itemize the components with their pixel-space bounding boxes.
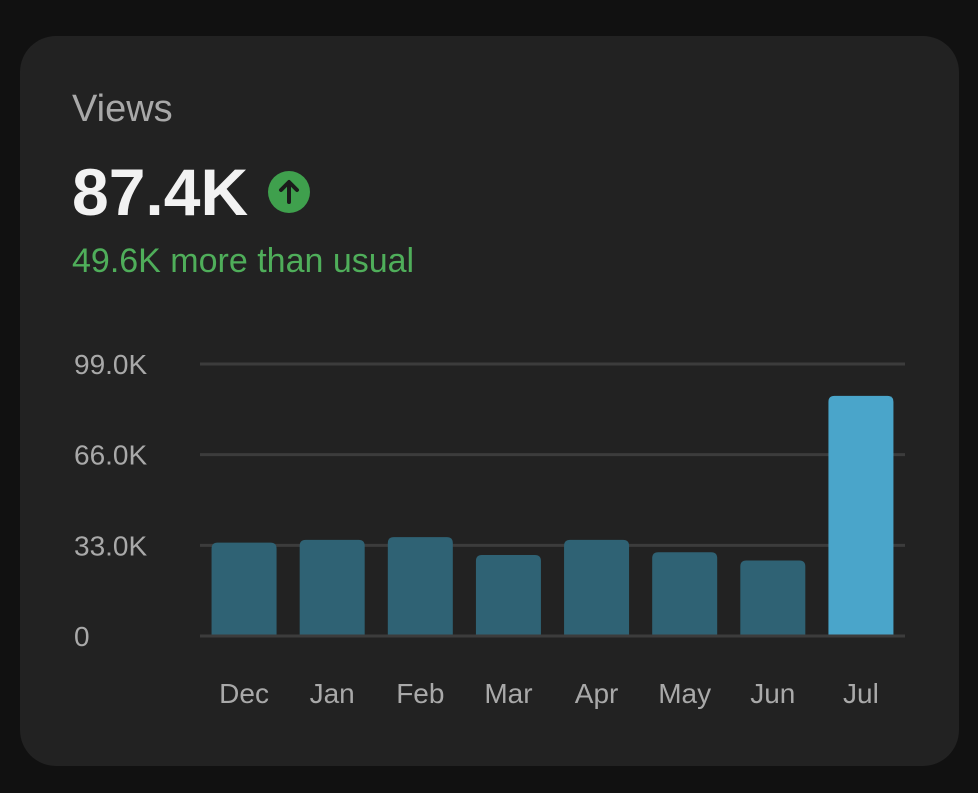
bar-jul[interactable]: [828, 395, 894, 636]
x-tick-label: Mar: [484, 678, 532, 709]
y-tick-label: 66.0K: [74, 440, 147, 471]
card-title: Views: [72, 88, 173, 130]
delta-text: 49.6K more than usual: [72, 242, 415, 280]
bar-may[interactable]: [652, 552, 718, 636]
x-tick-label: Dec: [219, 678, 269, 709]
x-tick-label: Apr: [575, 678, 619, 709]
bar-jan[interactable]: [299, 539, 365, 636]
x-tick-label: Jun: [750, 678, 795, 709]
views-card: Views 87.4K 49.6K more than usual 0 33.0K…: [20, 36, 959, 766]
x-tick-label: Jul: [843, 678, 879, 709]
x-tick-label: May: [658, 678, 711, 709]
bar-apr[interactable]: [564, 539, 630, 636]
x-tick-label: Jan: [310, 678, 355, 709]
y-tick-label: 0: [74, 621, 90, 652]
bar-feb[interactable]: [387, 537, 453, 636]
arrow-up-circle-icon: [268, 171, 311, 213]
bar-chart: 0 33.0K 66.0K 99.0K Dec Jan Feb Mar Apr May Jun Jul: [74, 349, 905, 709]
value-row: 87.4K: [72, 154, 311, 230]
bar-dec[interactable]: [211, 542, 277, 636]
views-value: 87.4K: [72, 155, 249, 229]
y-tick-label: 99.0K: [74, 349, 147, 380]
bar-mar[interactable]: [475, 554, 541, 636]
bar-jun[interactable]: [740, 560, 806, 636]
y-tick-label: 33.0K: [74, 530, 147, 561]
x-tick-label: Feb: [396, 678, 444, 709]
